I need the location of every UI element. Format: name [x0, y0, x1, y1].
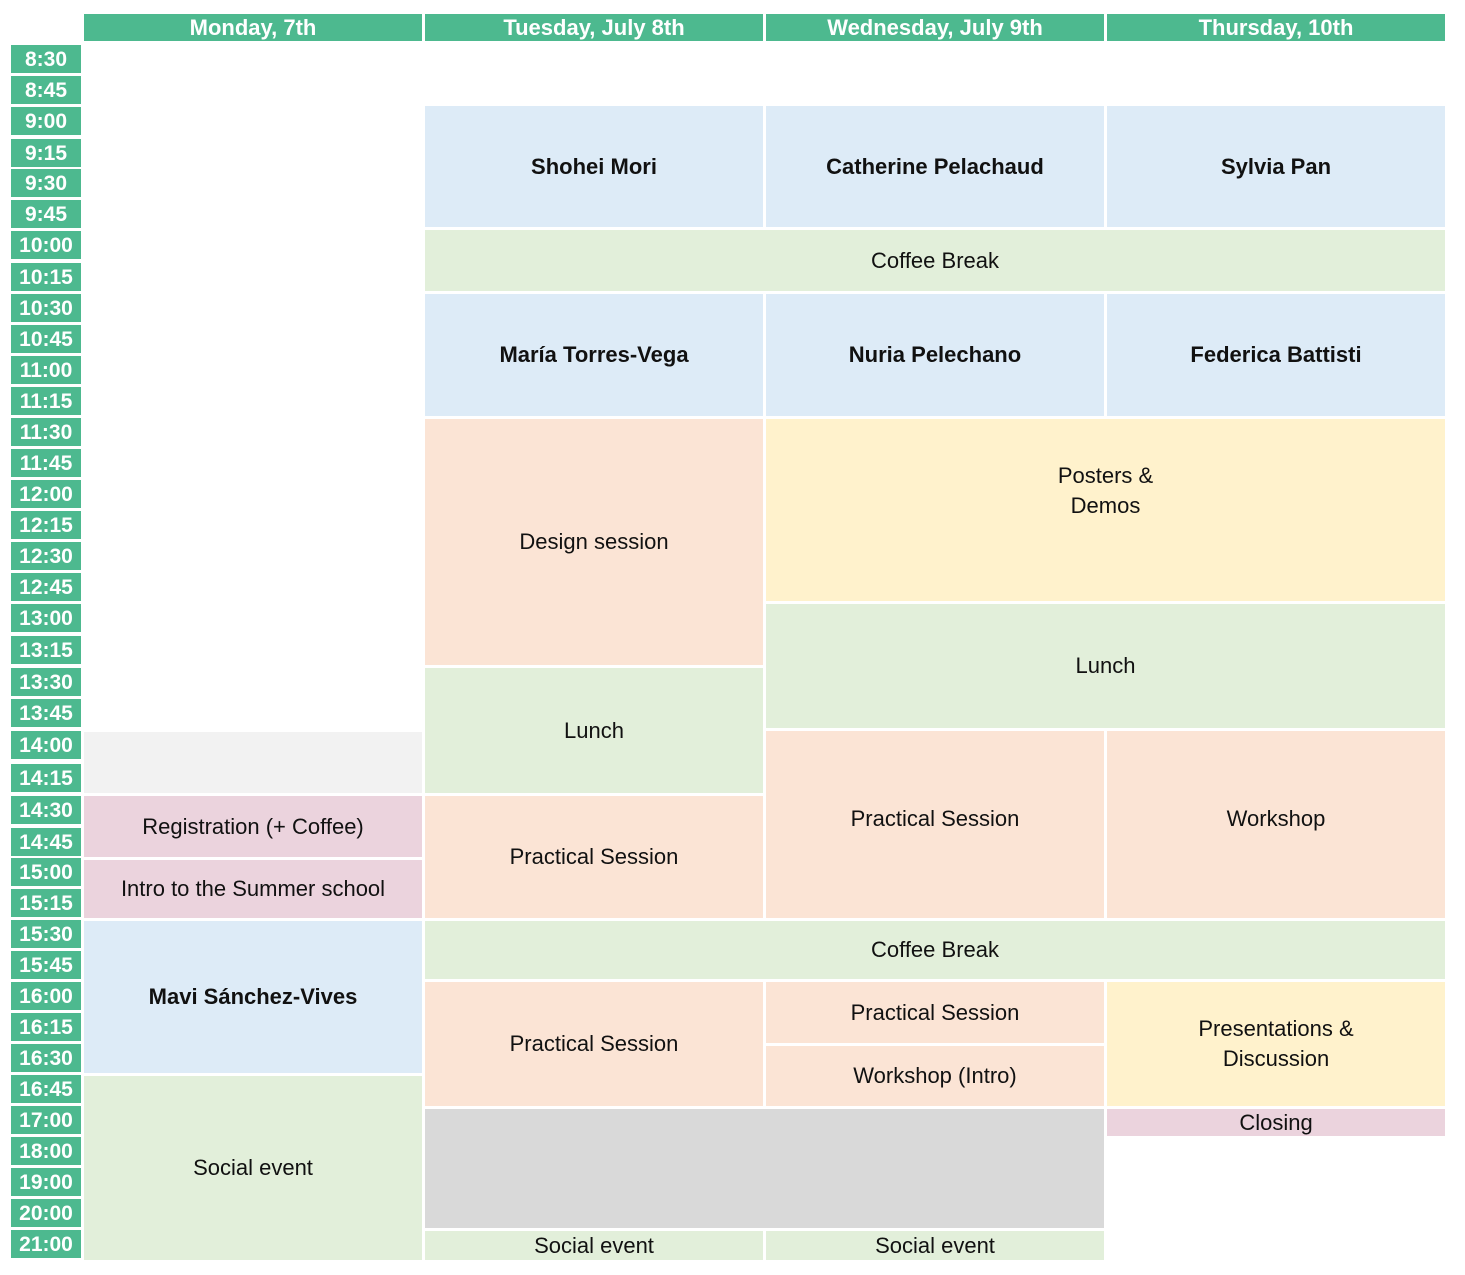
event-label: Coffee Break: [870, 937, 999, 963]
thu-keynote-2: Federica Battisti: [1107, 294, 1445, 416]
time-label: 13:00: [11, 604, 81, 632]
event-label: Practical Session: [509, 1031, 679, 1057]
event-label: Design session: [519, 529, 669, 555]
day-header-monday: Monday, 7th: [84, 14, 422, 41]
wed-practical-late: Practical Session: [766, 982, 1104, 1043]
tue-wed-free-time: [425, 1109, 1104, 1228]
time-label: 13:30: [11, 668, 81, 696]
mon-empty-slot: [84, 732, 422, 793]
time-label: 8:45: [11, 76, 81, 104]
coffee-break-afternoon: Coffee Break: [425, 921, 1445, 979]
event-label: Social event: [534, 1232, 654, 1258]
speaker-name: Nuria Pelechano: [848, 342, 1022, 368]
time-label: 18:00: [11, 1137, 81, 1165]
wed-keynote-2: Nuria Pelechano: [766, 294, 1104, 416]
mon-keynote: Mavi Sánchez-Vives: [84, 921, 422, 1073]
time-label: 15:45: [11, 951, 81, 979]
tue-keynote-1: Shohei Mori: [425, 106, 763, 227]
event-label-line2: Demos: [1070, 493, 1141, 518]
tue-design-session: Design session: [425, 419, 763, 665]
mon-registration: Registration (+ Coffee): [84, 796, 422, 857]
event-label: Workshop: [1226, 805, 1326, 831]
time-label: 21:00: [11, 1230, 81, 1258]
wed-social-event: Social event: [766, 1231, 1104, 1260]
event-label: Lunch: [564, 717, 624, 743]
time-label: 14:00: [11, 731, 81, 759]
time-label: 11:30: [11, 418, 81, 446]
mon-social-event: Social event: [84, 1076, 422, 1260]
time-label: 10:45: [11, 325, 81, 353]
time-label: 16:00: [11, 982, 81, 1010]
day-header-tuesday: Tuesday, July 8th: [425, 14, 763, 41]
day-header-wednesday: Wednesday, July 9th: [766, 14, 1104, 41]
coffee-break-morning: Coffee Break: [425, 230, 1445, 291]
time-label: 10:30: [11, 294, 81, 322]
posters-demos: Posters & Demos: [766, 419, 1445, 601]
speaker-name: Federica Battisti: [1190, 342, 1362, 368]
speaker-name: Catherine Pelachaud: [826, 153, 1044, 179]
time-label: 11:00: [11, 356, 81, 384]
time-label: 10:00: [11, 231, 81, 259]
time-label: 12:45: [11, 573, 81, 601]
time-label: 10:15: [11, 263, 81, 291]
thu-keynote-1: Sylvia Pan: [1107, 106, 1445, 227]
time-label: 8:30: [11, 45, 81, 73]
event-label: Social event: [193, 1155, 313, 1181]
event-label-line1: Posters &: [1057, 463, 1154, 489]
tue-practical-late: Practical Session: [425, 982, 763, 1106]
thu-workshop: Workshop: [1107, 731, 1445, 918]
time-label: 15:00: [11, 858, 81, 886]
time-label: 11:15: [11, 387, 81, 415]
event-label: Practical Session: [850, 805, 1020, 831]
thu-closing: Closing: [1107, 1109, 1445, 1136]
event-label: Coffee Break: [870, 247, 999, 273]
day-header-thursday: Thursday, 10th: [1107, 14, 1445, 41]
time-label: 16:15: [11, 1013, 81, 1041]
time-label: 13:15: [11, 636, 81, 664]
time-label: 11:45: [11, 449, 81, 477]
time-label: 12:15: [11, 511, 81, 539]
time-label: 14:30: [11, 796, 81, 824]
time-label: 16:45: [11, 1075, 81, 1103]
lunch-tue: Lunch: [425, 668, 763, 793]
time-label: 15:30: [11, 920, 81, 948]
event-label: Practical Session: [850, 999, 1020, 1025]
tue-social-event: Social event: [425, 1231, 763, 1260]
event-label-line1: Presentations &: [1198, 1016, 1354, 1042]
time-label: 14:15: [11, 764, 81, 792]
time-label: 15:15: [11, 889, 81, 917]
event-label: Closing: [1239, 1109, 1313, 1135]
event-label: Social event: [875, 1232, 995, 1258]
speaker-name: Shohei Mori: [531, 153, 657, 179]
speaker-name: Mavi Sánchez-Vives: [148, 984, 358, 1010]
time-label: 9:45: [11, 200, 81, 228]
time-label: 9:30: [11, 169, 81, 197]
thu-presentations-discussion: Presentations & Discussion: [1107, 982, 1445, 1106]
event-label-line2: Discussion: [1222, 1046, 1330, 1071]
event-label: Intro to the Summer school: [120, 876, 386, 902]
time-label: 12:00: [11, 480, 81, 508]
time-label: 12:30: [11, 542, 81, 570]
wed-keynote-1: Catherine Pelachaud: [766, 106, 1104, 227]
wed-workshop-intro: Workshop (Intro): [766, 1046, 1104, 1106]
speaker-name: Sylvia Pan: [1220, 153, 1332, 179]
tue-keynote-2: María Torres-Vega: [425, 294, 763, 416]
speaker-name: María Torres-Vega: [499, 342, 689, 368]
time-label: 19:00: [11, 1168, 81, 1196]
event-label: Registration (+ Coffee): [142, 813, 364, 839]
time-label: 9:15: [11, 139, 81, 167]
time-label: 14:45: [11, 828, 81, 856]
event-label: Workshop (Intro): [853, 1063, 1017, 1089]
time-label: 13:45: [11, 699, 81, 727]
time-label: 9:00: [11, 107, 81, 135]
time-label: 20:00: [11, 1199, 81, 1227]
tue-practical-afternoon: Practical Session: [425, 796, 763, 918]
event-label: Lunch: [1075, 653, 1136, 679]
time-label: 17:00: [11, 1106, 81, 1134]
mon-intro: Intro to the Summer school: [84, 860, 422, 918]
event-label: Practical Session: [509, 844, 679, 870]
lunch-wed-thu: Lunch: [766, 604, 1445, 728]
time-label: 16:30: [11, 1044, 81, 1072]
wed-practical-afternoon: Practical Session: [766, 731, 1104, 918]
